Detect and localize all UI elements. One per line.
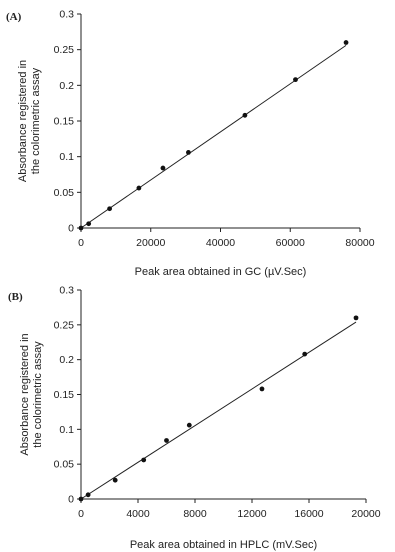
chart1-x-tick-label: 0 [78,237,84,249]
chart1-y-tick-label: 0.1 [59,151,74,163]
chart2-data-point [259,386,265,392]
chart1-x-tick-label: 20000 [136,237,165,249]
chart2-y-tick-label: 0.15 [54,389,75,401]
chart1-x-axis-title: Peak area obtained in GC (µV.Sec) [135,266,307,278]
chart2-data-point [353,315,359,321]
chart2-data-point [85,492,91,498]
chart1-data-point [160,165,166,171]
chart2-data-point [141,457,147,463]
chart2-data-point [112,477,118,483]
chart1-data-point [136,185,142,191]
chart1-data-point [86,221,92,227]
chart2-x-tick-label: 16000 [294,508,323,520]
chart2-x-tick-label: 20000 [351,508,380,520]
chart2-y-tick-label: 0.05 [54,459,75,471]
chart2-y-axis-title-line: the colorimetric assay [32,341,44,448]
chart1-y-tick-label: 0.05 [54,187,75,199]
chart2-y-axis-title: Absorbance registered inthe colorimetric… [19,333,44,455]
chart2-x-tick-label: 0 [78,508,84,520]
chart1-x-tick-label: 40000 [206,237,235,249]
chart2-y-tick-label: 0 [68,494,74,506]
chart2-panel-label: (B) [8,291,23,303]
chart2-y-tick-label: 0.1 [59,424,74,436]
chart2-y-tick-label: 0.25 [54,319,75,331]
chart1-y-tick-label: 0.2 [59,80,74,92]
chart2-trendline [80,321,357,500]
chart1-x-tick-label: 60000 [276,237,305,249]
chart2-x-tick-label: 4000 [126,508,150,520]
chart2-data-point [186,422,192,428]
chart2-data-point [164,438,169,443]
chart1-data-point [293,77,298,83]
chart2-y-axis-title-line: Absorbance registered in [19,333,31,455]
chart2-x-tick-label: 12000 [237,508,266,520]
chart1-y-axis-title-line: the colorimetric assay [30,67,42,174]
chart2-x-axis-title: Peak area obtained in HPLC (mV.Sec) [130,539,317,551]
chart2-data-point [78,496,84,502]
chart1-y-tick-label: 0.15 [54,116,75,128]
chart1-y-tick-label: 0.25 [54,44,75,56]
chart2-x-tick-label: 8000 [183,508,207,520]
chart1-panel-label: (A) [6,11,22,23]
chart1-x-tick-label: 80000 [345,237,374,249]
chart1-y-tick-label: 0 [68,223,74,235]
chart2-y-tick-label: 0.3 [59,285,74,297]
chart1-y-axis-title-line: Absorbance registered in [17,60,29,182]
chart1-data-point [343,40,349,45]
chart1-data-point [107,206,112,212]
chart1-data-point [78,225,84,231]
chart1-data-point [186,149,191,155]
chart1-data-point [242,112,248,118]
chart1-y-axis-title: Absorbance registered inthe colorimetric… [17,60,42,182]
chart1-y-tick-label: 0.3 [59,9,74,21]
chart1-trendline [80,44,347,229]
chart2-data-point [302,351,308,357]
chart2-y-tick-label: 0.2 [59,354,74,366]
